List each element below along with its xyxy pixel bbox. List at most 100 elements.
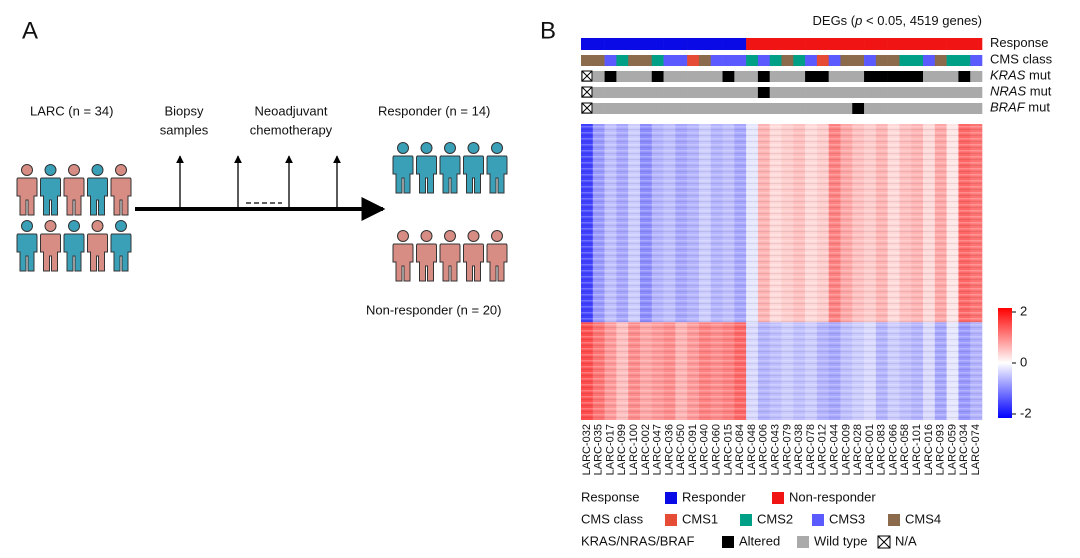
annotation-cell: [875, 38, 888, 50]
annotation-cell: [864, 71, 877, 82]
sample-label: LARC-101: [911, 424, 923, 475]
annotation-cell: [616, 71, 629, 82]
label-part: Response: [990, 35, 1049, 50]
person-icon: [463, 230, 484, 282]
annotation-cell: [604, 87, 617, 98]
annotation-cell: [687, 103, 700, 114]
sample-label: LARC-036: [663, 424, 675, 475]
legend-label: Responder: [682, 489, 746, 504]
annotation-cell: [911, 87, 924, 98]
biopsy-label: samples: [160, 122, 209, 137]
person-icon: [439, 142, 461, 194]
annotation-cell: [899, 55, 912, 66]
annotation-cell: [757, 87, 771, 98]
annotation-cell: [663, 87, 676, 98]
label-part: mut: [1025, 100, 1051, 115]
annotation-cell: [816, 71, 829, 82]
annotation-cell: [840, 38, 853, 50]
annotation-cell: [828, 87, 841, 98]
sample-label: LARC-006: [758, 424, 770, 475]
annotation-cell: [781, 71, 794, 82]
legend-label: CMS2: [757, 511, 793, 526]
legend-swatch: [740, 514, 752, 526]
annotation-cell: [816, 55, 829, 66]
na-cross: [581, 86, 593, 98]
label-part: CMS class: [990, 52, 1053, 67]
person-icon: [110, 164, 132, 216]
annotation-cell: [887, 55, 900, 66]
annotation-cell: [946, 103, 959, 114]
annotation-cell: [840, 71, 853, 82]
annotation-cell: [687, 55, 700, 66]
annotation-cell: [651, 103, 664, 114]
sample-label: LARC-060: [711, 424, 723, 475]
annotation-cell: [698, 87, 712, 98]
title-part: p: [854, 13, 862, 28]
annotation-cell: [781, 38, 794, 50]
legend-swatch: [797, 536, 809, 548]
annotation-cell: [970, 38, 983, 50]
annotation-cell: [604, 55, 617, 66]
annotation-cell: [934, 103, 947, 114]
panel-label: B: [540, 17, 556, 44]
annotation-cell: [722, 38, 735, 50]
annotation-cell: [581, 38, 594, 50]
label-part: BRAF: [990, 100, 1026, 115]
annotation-cell: [616, 38, 629, 50]
annotation-cell: [911, 71, 924, 82]
annotation-cell: [970, 87, 983, 98]
annotation-cell: [793, 87, 806, 98]
panel-a: A LARC (n = 34) Biopsy samples Neoadjuva…: [16, 17, 508, 317]
annotation-cell: [604, 103, 617, 114]
chemo-label: Neoadjuvant: [255, 103, 328, 118]
annotation-cell: [970, 103, 983, 114]
sample-label: LARC-083: [876, 424, 888, 475]
sample-label: LARC-047: [652, 424, 664, 475]
panel-b: B DEGs (p < 0.05, 4519 genes) Response CM…: [540, 13, 1053, 549]
legend-swatch: [812, 514, 824, 526]
annotation-cell: [675, 103, 688, 114]
annotation-cell: [852, 55, 865, 66]
annotation-cell: [698, 71, 712, 82]
sample-label: LARC-066: [887, 424, 899, 475]
sample-label: LARC-032: [581, 424, 593, 475]
person-icon: [16, 164, 38, 216]
annotation-cell: [899, 71, 912, 82]
annotation-cell: [734, 87, 747, 98]
annotation-cell: [816, 87, 829, 98]
sample-label: LARC-074: [970, 424, 982, 475]
annotation-cell: [805, 87, 818, 98]
sample-label: LARC-099: [616, 424, 628, 475]
annotation-cell: [864, 55, 877, 66]
label-part: KRAS: [990, 68, 1026, 83]
annotation-cell: [769, 103, 782, 114]
sample-label: LARC-059: [946, 424, 958, 475]
annotation-cell: [734, 55, 747, 66]
annotation-cell: [710, 103, 723, 114]
annotation-cell: [958, 87, 971, 98]
annotation-cell: [923, 71, 936, 82]
person-icon: [16, 220, 38, 272]
annotation-cell: [651, 38, 664, 50]
annotation-cell: [805, 55, 818, 66]
annotation-cell: [946, 87, 959, 98]
annotation-cell: [592, 103, 605, 114]
annotation-cell: [628, 103, 641, 114]
person-icon: [87, 220, 108, 272]
na-cross: [581, 102, 593, 114]
sample-label: LARC-044: [828, 424, 840, 475]
annotation-cell: [946, 38, 959, 50]
annotation-cell: [923, 38, 936, 50]
legend-label: N/A: [895, 533, 917, 548]
title-part: DEGs (: [813, 13, 856, 28]
annotation-cell: [746, 103, 759, 114]
colorbar-tick-label: 2: [1020, 303, 1027, 318]
annotation-cell: [592, 55, 605, 66]
legend-label: CMS4: [905, 511, 941, 526]
sample-label: LARC-058: [899, 424, 911, 475]
annotation-cell: [663, 55, 676, 66]
sample-label: LARC-012: [817, 424, 829, 475]
annotation-cell: [887, 71, 900, 82]
annotation-cell: [887, 87, 900, 98]
annotation-cell: [923, 103, 936, 114]
